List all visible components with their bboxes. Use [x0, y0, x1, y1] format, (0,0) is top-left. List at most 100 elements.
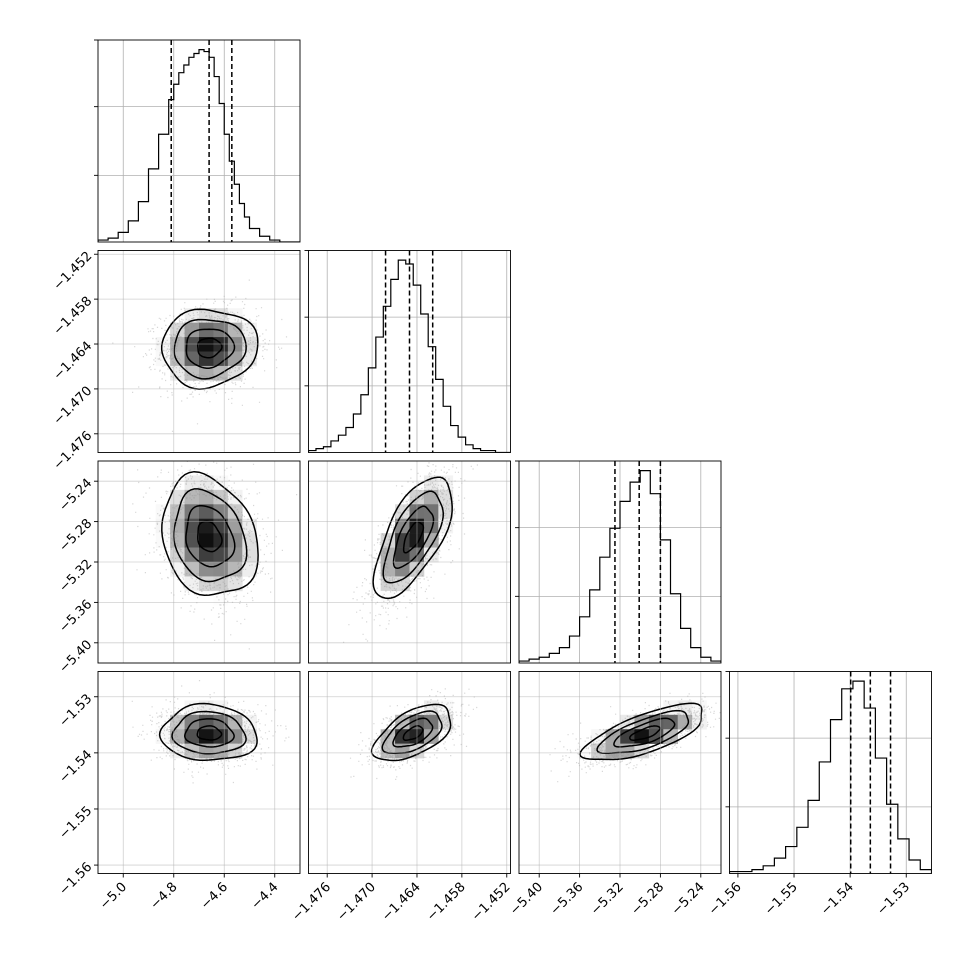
- density-cell: [242, 562, 258, 577]
- contour-3-0-0: [196, 725, 223, 741]
- density-cell: [423, 714, 439, 730]
- x-tick-label-2-1: −5.36: [548, 880, 587, 919]
- contour-1-0-0: [196, 337, 223, 359]
- x-tick-label-3-1: −1.55: [762, 880, 801, 919]
- panel-3-2: [518, 671, 722, 874]
- density-cell: [423, 475, 439, 491]
- density-cell: [155, 518, 171, 534]
- contour-1-0-2: [173, 318, 247, 380]
- density-cell: [199, 576, 214, 592]
- density-cell: [170, 562, 185, 577]
- density-cell: [199, 337, 214, 352]
- histogram-3: [729, 680, 932, 874]
- panel-3-1-frame: [308, 671, 511, 874]
- density-cell: [227, 533, 243, 548]
- x-tick-label-2-3: −5.28: [628, 880, 667, 919]
- x-tick-label-2-0: −5.40: [507, 880, 546, 919]
- hist-panel-2: [515, 460, 722, 664]
- y-tick-label-1-3: −1.458: [51, 294, 96, 339]
- density-cell: [663, 714, 679, 730]
- density-cell: [591, 743, 606, 759]
- density-cell: [692, 714, 707, 730]
- density-cell: [155, 337, 171, 352]
- density-cell: [438, 489, 454, 505]
- density-cell: [199, 351, 214, 367]
- contour-2-1-3: [372, 476, 453, 600]
- density-cell: [677, 714, 693, 730]
- contour-3-2-0: [629, 725, 661, 741]
- contour-3-2-2: [596, 709, 690, 755]
- scatter-points: [349, 688, 478, 780]
- density-cell: [380, 743, 396, 759]
- density-cell: [395, 576, 410, 592]
- x-tick-label-2-2: −5.32: [588, 880, 627, 919]
- x-tick-label-2-4: −5.24: [669, 880, 708, 919]
- density-cell: [227, 576, 243, 592]
- x-tick-label-1-0: −1.476: [289, 880, 334, 925]
- histogram-1: [308, 259, 511, 453]
- panel-3-0-frame: [97, 671, 301, 874]
- y-tick-label-2-4: −5.24: [57, 476, 96, 515]
- density-cell: [423, 518, 439, 534]
- hist-1-frame: [308, 250, 511, 453]
- density-cell: [395, 562, 410, 577]
- density-cell: [184, 475, 200, 491]
- panel-2-0: −5.40−5.36−5.32−5.28−5.24: [57, 460, 301, 676]
- x-tick-label-1-3: −1.458: [424, 880, 469, 925]
- density-cell: [438, 475, 454, 491]
- histogram-2: [519, 470, 721, 663]
- contour-2-0-0: [197, 520, 223, 553]
- density-cell: [184, 576, 200, 592]
- y-tick-label-2-2: −5.32: [57, 557, 96, 596]
- hist-3-frame: [729, 671, 932, 874]
- density-cell: [199, 365, 214, 381]
- density-cell: [199, 533, 214, 548]
- hist-panel-0: [94, 39, 301, 243]
- x-tick-label-0-3: −4.4: [249, 880, 282, 913]
- x-tick-label-0-0: −5.0: [97, 880, 130, 913]
- contour-2-1-1: [392, 505, 435, 569]
- density-cell: [184, 322, 200, 338]
- contour-3-0-3: [158, 702, 258, 761]
- density-cell: [366, 743, 381, 759]
- y-tick-label-1-4: −1.452: [51, 249, 96, 294]
- density-cell: [184, 337, 200, 352]
- contour-3-1-2: [381, 710, 443, 754]
- density-cell: [199, 475, 214, 491]
- density-cell: [184, 351, 200, 367]
- density-cell: [423, 729, 439, 744]
- hist-panel-3: [725, 671, 932, 874]
- y-tick-label-1-2: −1.464: [51, 339, 96, 384]
- density-cell: [634, 743, 650, 759]
- density-cell: [227, 337, 243, 352]
- contour-2-0-2: [172, 488, 248, 583]
- density-cell: [184, 533, 200, 548]
- panel-1-0: −1.476−1.470−1.464−1.458−1.452: [51, 249, 301, 473]
- density-cell: [184, 489, 200, 505]
- hist-panel-1: [304, 250, 511, 453]
- contour-2-0-3: [161, 470, 259, 597]
- y-tick-label-3-0: −1.56: [57, 860, 96, 899]
- panel-2-1-frame: [308, 460, 511, 664]
- y-tick-label-1-0: −1.476: [51, 428, 96, 473]
- hist-0-frame: [97, 39, 301, 243]
- density-cell: [184, 562, 200, 577]
- contour-3-1-0: [402, 725, 424, 741]
- x-tick-label-3-3: −1.53: [874, 880, 913, 919]
- contour-3-1-1: [392, 717, 434, 748]
- contour-2-0-1: [185, 504, 236, 568]
- density-cell: [227, 322, 243, 338]
- y-tick-label-2-1: −5.36: [57, 597, 96, 636]
- density-cell: [380, 518, 396, 534]
- x-tick-label-1-4: −1.452: [469, 880, 514, 925]
- density-cell: [184, 504, 200, 520]
- density-cell: [380, 576, 396, 592]
- x-tick-label-3-0: −1.56: [706, 880, 745, 919]
- x-tick-label-1-1: −1.470: [334, 880, 379, 925]
- x-tick-label-0-2: −4.6: [198, 880, 231, 913]
- y-tick-label-3-1: −1.55: [57, 804, 96, 843]
- density-cell: [227, 365, 243, 381]
- x-tick-label-0-1: −4.8: [148, 880, 181, 913]
- panel-2-1: [308, 460, 511, 664]
